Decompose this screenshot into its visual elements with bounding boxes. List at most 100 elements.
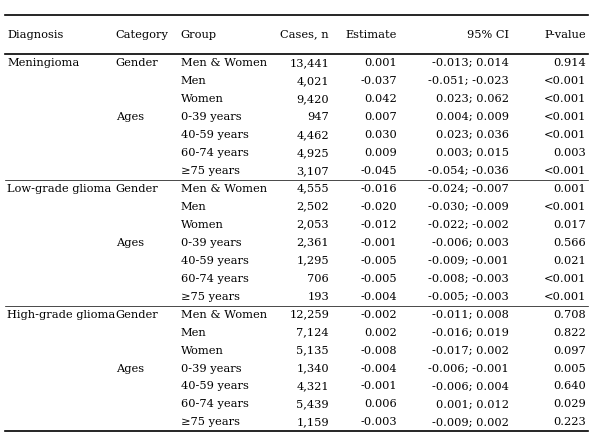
Text: 0.640: 0.640	[553, 381, 586, 392]
Text: Estimate: Estimate	[346, 30, 397, 39]
Text: Low-grade glioma: Low-grade glioma	[7, 184, 111, 194]
Text: 95% CI: 95% CI	[467, 30, 509, 39]
Text: <0.001: <0.001	[544, 94, 586, 104]
Text: -0.004: -0.004	[361, 292, 397, 302]
Text: 1,159: 1,159	[296, 417, 329, 427]
Text: -0.013; 0.014: -0.013; 0.014	[432, 58, 509, 68]
Text: Ages: Ages	[116, 112, 144, 122]
Text: Men: Men	[181, 328, 206, 338]
Text: 2,053: 2,053	[296, 220, 329, 230]
Text: Ages: Ages	[116, 238, 144, 247]
Text: -0.001: -0.001	[361, 381, 397, 392]
Text: Women: Women	[181, 220, 224, 230]
Text: <0.001: <0.001	[544, 166, 586, 176]
Text: <0.001: <0.001	[544, 201, 586, 212]
Text: <0.001: <0.001	[544, 292, 586, 302]
Text: 0.029: 0.029	[553, 399, 586, 410]
Text: -0.020: -0.020	[361, 201, 397, 212]
Text: Ages: Ages	[116, 364, 144, 374]
Text: 0.017: 0.017	[553, 220, 586, 230]
Text: 3,107: 3,107	[296, 166, 329, 176]
Text: 0.003: 0.003	[553, 148, 586, 158]
Text: -0.017; 0.002: -0.017; 0.002	[432, 346, 509, 356]
Text: 4,321: 4,321	[296, 381, 329, 392]
Text: Gender: Gender	[116, 184, 158, 194]
Text: Men: Men	[181, 76, 206, 86]
Text: 0.001: 0.001	[365, 58, 397, 68]
Text: 0.914: 0.914	[553, 58, 586, 68]
Text: -0.006; -0.001: -0.006; -0.001	[428, 364, 509, 374]
Text: 0.042: 0.042	[365, 94, 397, 104]
Text: -0.006; 0.004: -0.006; 0.004	[432, 381, 509, 392]
Text: 0-39 years: 0-39 years	[181, 364, 241, 374]
Text: Men & Women: Men & Women	[181, 58, 267, 68]
Text: 4,462: 4,462	[296, 130, 329, 140]
Text: -0.006; 0.003: -0.006; 0.003	[432, 238, 509, 247]
Text: -0.009; 0.002: -0.009; 0.002	[432, 417, 509, 427]
Text: -0.004: -0.004	[361, 364, 397, 374]
Text: Category: Category	[116, 30, 168, 39]
Text: 9,420: 9,420	[296, 94, 329, 104]
Text: 0.005: 0.005	[553, 364, 586, 374]
Text: 193: 193	[307, 292, 329, 302]
Text: -0.003: -0.003	[361, 417, 397, 427]
Text: -0.045: -0.045	[361, 166, 397, 176]
Text: 0.023; 0.062: 0.023; 0.062	[436, 94, 509, 104]
Text: -0.016: -0.016	[361, 184, 397, 194]
Text: 5,439: 5,439	[296, 399, 329, 410]
Text: -0.005: -0.005	[361, 274, 397, 284]
Text: 0.003; 0.015: 0.003; 0.015	[436, 148, 509, 158]
Text: Men & Women: Men & Women	[181, 310, 267, 320]
Text: 0.822: 0.822	[553, 328, 586, 338]
Text: 0.708: 0.708	[553, 310, 586, 320]
Text: -0.011; 0.008: -0.011; 0.008	[432, 310, 509, 320]
Text: 40-59 years: 40-59 years	[181, 130, 248, 140]
Text: -0.051; -0.023: -0.051; -0.023	[428, 76, 509, 86]
Text: 0.001: 0.001	[553, 184, 586, 194]
Text: Men: Men	[181, 201, 206, 212]
Text: 0.001; 0.012: 0.001; 0.012	[436, 399, 509, 410]
Text: 4,555: 4,555	[296, 184, 329, 194]
Text: 40-59 years: 40-59 years	[181, 256, 248, 265]
Text: 60-74 years: 60-74 years	[181, 148, 248, 158]
Text: -0.016; 0.019: -0.016; 0.019	[432, 328, 509, 338]
Text: 60-74 years: 60-74 years	[181, 399, 248, 410]
Text: 0-39 years: 0-39 years	[181, 112, 241, 122]
Text: 2,502: 2,502	[296, 201, 329, 212]
Text: 0.002: 0.002	[365, 328, 397, 338]
Text: <0.001: <0.001	[544, 76, 586, 86]
Text: 7,124: 7,124	[296, 328, 329, 338]
Text: -0.001: -0.001	[361, 238, 397, 247]
Text: -0.037: -0.037	[361, 76, 397, 86]
Text: Meningioma: Meningioma	[7, 58, 79, 68]
Text: 13,441: 13,441	[289, 58, 329, 68]
Text: 0.006: 0.006	[365, 399, 397, 410]
Text: -0.008; -0.003: -0.008; -0.003	[428, 274, 509, 284]
Text: <0.001: <0.001	[544, 274, 586, 284]
Text: 0.023; 0.036: 0.023; 0.036	[436, 130, 509, 140]
Text: 4,021: 4,021	[296, 76, 329, 86]
Text: ≥75 years: ≥75 years	[181, 166, 240, 176]
Text: <0.001: <0.001	[544, 112, 586, 122]
Text: -0.008: -0.008	[361, 346, 397, 356]
Text: 5,135: 5,135	[296, 346, 329, 356]
Text: -0.005; -0.003: -0.005; -0.003	[428, 292, 509, 302]
Text: 0.097: 0.097	[553, 346, 586, 356]
Text: Gender: Gender	[116, 58, 158, 68]
Text: 12,259: 12,259	[289, 310, 329, 320]
Text: Diagnosis: Diagnosis	[7, 30, 63, 39]
Text: Women: Women	[181, 346, 224, 356]
Text: -0.005: -0.005	[361, 256, 397, 265]
Text: Group: Group	[181, 30, 217, 39]
Text: 0.007: 0.007	[365, 112, 397, 122]
Text: Cases, n: Cases, n	[280, 30, 329, 39]
Text: 4,925: 4,925	[296, 148, 329, 158]
Text: -0.030; -0.009: -0.030; -0.009	[428, 201, 509, 212]
Text: 60-74 years: 60-74 years	[181, 274, 248, 284]
Text: -0.054; -0.036: -0.054; -0.036	[428, 166, 509, 176]
Text: 0.566: 0.566	[553, 238, 586, 247]
Text: Women: Women	[181, 94, 224, 104]
Text: 0.223: 0.223	[553, 417, 586, 427]
Text: -0.009; -0.001: -0.009; -0.001	[428, 256, 509, 265]
Text: 40-59 years: 40-59 years	[181, 381, 248, 392]
